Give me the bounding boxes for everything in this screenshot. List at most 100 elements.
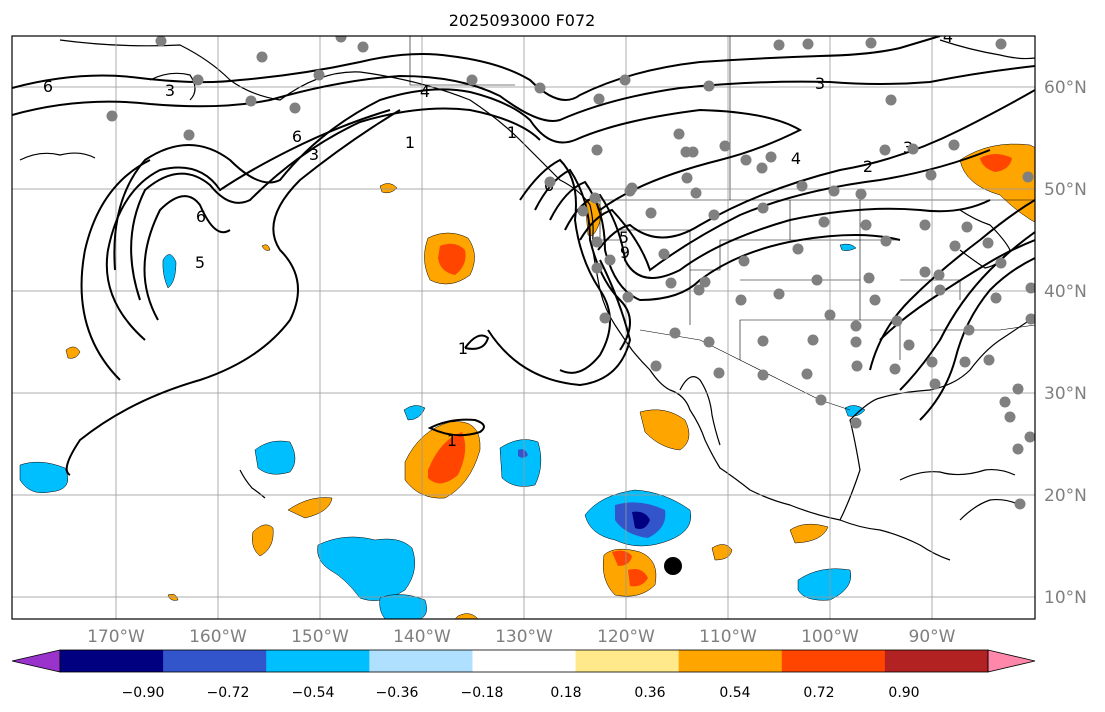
station-dot [1025, 313, 1035, 325]
map-panel: 6 3 4 1 6 3 1 3 2 4 3 6 5 5 9 6 1 1 4 [11, 35, 1036, 620]
colorbar-segment [472, 650, 577, 672]
colorbar-segment [575, 650, 680, 672]
contour-label: 4 [791, 149, 801, 168]
lat-label: 60°N [1044, 78, 1087, 98]
colorbar-segment [163, 650, 267, 672]
contour-label: 3 [165, 81, 175, 100]
station-dot [357, 41, 369, 53]
negative-anomaly-mexico-offshore [584, 489, 692, 547]
colorbar-ticks: −0.90 −0.72 −0.54 −0.36 −0.18 0.18 0.36 … [122, 685, 920, 701]
positive-anomaly-central [404, 421, 481, 499]
station-dot [773, 39, 785, 51]
colorbar-segment [884, 650, 989, 672]
positive-anomaly-ne-pacific [424, 232, 475, 285]
colorbar-segments [11, 649, 1036, 673]
station-dot [703, 80, 715, 92]
station-dot [961, 221, 973, 233]
station-dot [289, 102, 301, 114]
station-dot [669, 327, 681, 339]
colorbar-tick-label: 0.72 [803, 685, 834, 701]
station-markers [106, 36, 1035, 510]
station-dot [645, 207, 657, 219]
station-dot [650, 360, 662, 372]
colorbar-frame [59, 649, 989, 673]
map-title: 2025093000 F072 [449, 11, 596, 30]
station-dot [765, 151, 777, 163]
contour-label: 4 [420, 82, 430, 101]
station-dot [824, 309, 836, 321]
station-dot [963, 324, 975, 336]
map-frame [11, 35, 1036, 620]
colorbar-segment [678, 650, 783, 672]
station-dot [757, 202, 769, 214]
station-dot [999, 396, 1011, 408]
lat-label: 30°N [1044, 384, 1087, 404]
station-dot [466, 74, 478, 86]
station-dot [995, 257, 1007, 269]
colorbar-segment [781, 650, 886, 672]
station-dot [757, 335, 769, 347]
station-dot [673, 128, 685, 140]
station-dot [690, 187, 702, 199]
lon-label: 140°W [393, 627, 451, 647]
station-dot [855, 188, 867, 200]
station-dot [850, 336, 862, 348]
station-dot [256, 51, 268, 63]
station-dot [863, 272, 875, 284]
station-dot [990, 292, 1002, 304]
station-dot [982, 237, 994, 249]
station-dot [544, 176, 556, 188]
station-dot [879, 144, 891, 156]
station-dot [983, 354, 995, 366]
station-dot [773, 288, 785, 300]
station-dot [1024, 431, 1035, 443]
contour-label: 9 [620, 243, 630, 262]
colorbar-tick-label: 0.54 [719, 685, 750, 701]
lon-label: 90°W [909, 627, 956, 647]
station-dot [828, 185, 840, 197]
lon-label: 120°W [597, 627, 655, 647]
positive-anomaly-great-lakes [959, 143, 1035, 223]
station-dot [934, 284, 946, 296]
station-dot [903, 339, 915, 351]
colorbar-tick-label: 0.18 [550, 685, 581, 701]
station-dot [815, 394, 827, 406]
station-dot [1014, 498, 1026, 510]
station-dot [703, 336, 715, 348]
contour-label: 1 [458, 339, 468, 358]
lon-label: 110°W [699, 627, 757, 647]
station-dot [591, 236, 603, 248]
station-dot [885, 94, 897, 106]
colorbar-segment [369, 650, 473, 672]
station-dot [1025, 282, 1035, 294]
station-dot [796, 180, 808, 192]
station-dot [919, 266, 931, 278]
graticule [12, 36, 1035, 619]
lon-label: 150°W [291, 627, 349, 647]
station-dot [681, 172, 693, 184]
contour-label: 2 [863, 157, 873, 176]
contour-label: 6 [292, 127, 302, 146]
station-dot [604, 254, 616, 266]
station-dot [658, 248, 670, 260]
station-dot [869, 294, 881, 306]
station-dot [880, 235, 892, 247]
contour-label: 1 [405, 133, 415, 152]
station-dot [801, 368, 813, 380]
colorbar-max-arrow [987, 649, 1036, 673]
colorbar-tick-label: −0.54 [292, 685, 335, 701]
colorbar-tick-label: −0.18 [461, 685, 504, 701]
station-dot [593, 93, 605, 105]
station-dot [155, 36, 167, 47]
negative-anomaly-west-central [499, 439, 542, 487]
station-dot [959, 356, 971, 368]
highlight-marker [664, 557, 682, 575]
station-dot [245, 95, 257, 107]
station-dot [865, 37, 877, 49]
station-dot [622, 291, 634, 303]
colorbar-tick-label: 0.90 [888, 685, 919, 701]
lat-label: 10°N [1044, 588, 1087, 608]
station-dot [534, 82, 546, 94]
station-dot [713, 367, 725, 379]
